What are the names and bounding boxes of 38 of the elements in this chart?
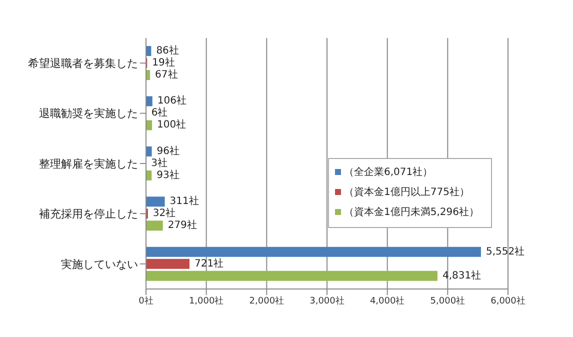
data-label: 721社	[194, 257, 224, 270]
data-label: 311社	[170, 195, 199, 208]
bar	[146, 246, 481, 257]
data-label: 5,552社	[486, 245, 525, 258]
bar	[146, 196, 165, 207]
data-label: 100社	[157, 118, 186, 131]
bar	[146, 96, 152, 106]
data-label: 67社	[155, 68, 178, 81]
x-tick-label: 6,000社	[490, 295, 526, 306]
y-tick-label: 希望退職者を募集した	[28, 57, 138, 70]
data-label: 19社	[152, 56, 175, 69]
x-tick-label: 2,000社	[249, 295, 284, 306]
data-label: 3社	[151, 156, 168, 169]
data-label: 93社	[156, 168, 180, 181]
x-tick-label: 1,000社	[188, 295, 224, 306]
y-tick-label: 実施していない	[61, 258, 138, 271]
x-tick-label: 0社	[138, 295, 154, 306]
x-tick-label: 3,000社	[310, 295, 344, 306]
legend-label: （資本金1億円以上775社）	[344, 187, 470, 198]
data-label: 96社	[156, 144, 180, 157]
y-tick-label: 整理解雇を実施した	[39, 157, 138, 170]
data-label: 106社	[157, 94, 186, 107]
data-label: 279社	[168, 219, 197, 232]
y-tick-label: 補充採用を停止した	[39, 208, 138, 221]
bar	[146, 146, 152, 156]
bar	[146, 258, 190, 269]
y-tick-label: 退職勧奨を実施した	[39, 107, 138, 120]
bar	[146, 270, 438, 281]
data-label: 6社	[151, 106, 168, 119]
data-label: 4,831社	[442, 269, 482, 282]
legend-label: （資本金1億円未満5,296社）	[344, 207, 479, 218]
legend-label: （全企業6,071社）	[344, 167, 433, 178]
data-label: 32社	[152, 207, 176, 220]
bar	[146, 120, 152, 130]
x-tick-label: 4,000社	[370, 295, 405, 306]
x-tick-label: 5,000社	[430, 295, 466, 306]
data-label: 86社	[156, 44, 179, 57]
bar	[146, 220, 163, 231]
